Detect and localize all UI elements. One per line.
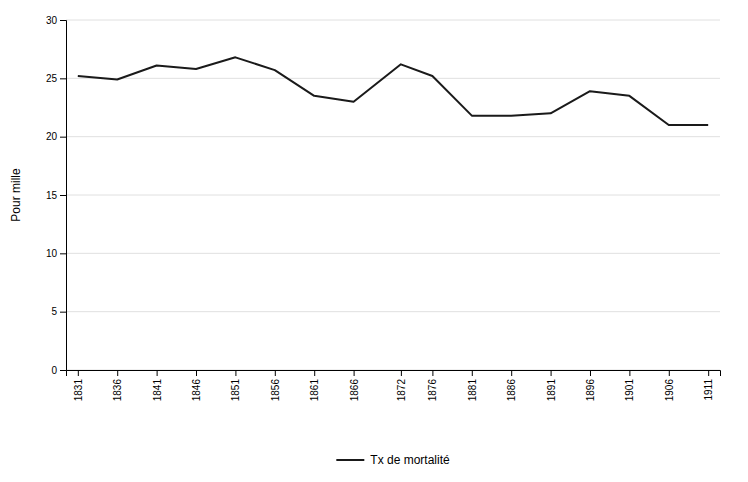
x-tick-label: 1896 xyxy=(585,379,596,402)
x-tick-mark xyxy=(401,370,402,376)
y-tick: 10 xyxy=(46,248,66,259)
y-tick-mark xyxy=(60,78,66,79)
x-tick-label: 1846 xyxy=(191,379,202,402)
x-tick: 1891 xyxy=(546,370,557,401)
x-tick-mark xyxy=(157,370,158,376)
y-tick: 15 xyxy=(46,190,66,201)
x-tick: 1906 xyxy=(664,370,675,401)
y-tick: 5 xyxy=(51,306,66,317)
x-tick-label: 1866 xyxy=(349,379,360,402)
x-tick: 1896 xyxy=(585,370,596,401)
line xyxy=(78,57,708,125)
x-tick-mark xyxy=(235,370,236,376)
legend-item: Tx de mortalité xyxy=(336,453,450,467)
x-tick: 1856 xyxy=(270,370,281,401)
x-tick: 1886 xyxy=(506,370,517,401)
x-tick-label: 1872 xyxy=(396,379,407,402)
x-tick-mark xyxy=(78,370,79,376)
x-tick: 1866 xyxy=(349,370,360,401)
legend-swatch xyxy=(336,459,364,461)
grid xyxy=(66,20,720,370)
x-tick-label: 1861 xyxy=(309,379,320,402)
x-tick: 1841 xyxy=(152,370,163,401)
legend: Tx de mortalité xyxy=(336,453,450,467)
y-tick: 20 xyxy=(46,131,66,142)
x-tick-mark xyxy=(432,370,433,376)
x-tick-label: 1841 xyxy=(152,379,163,402)
y-tick-label: 20 xyxy=(46,131,58,142)
y-tick-mark xyxy=(60,253,66,254)
x-tick: 1851 xyxy=(230,370,241,401)
plot: 1831 1836 1841 1846 1851 1856 1861 1866 1872 1876… xyxy=(9,15,721,402)
x-axis: 1831 1836 1841 1846 1851 1856 1861 1866 1872 1876… xyxy=(67,370,721,401)
y-tick-mark xyxy=(60,370,66,371)
x-tick-mark xyxy=(708,370,709,376)
y-tick: 30 xyxy=(46,15,66,26)
x-tick-mark xyxy=(275,370,276,376)
grid-line xyxy=(66,78,720,79)
x-tick-label: 1901 xyxy=(624,379,635,402)
x-tick: 1836 xyxy=(112,370,123,401)
x-tick-mark xyxy=(314,370,315,376)
x-axis-line xyxy=(67,371,721,377)
x-tick-mark xyxy=(551,370,552,376)
y-tick-label: 10 xyxy=(46,248,58,259)
x-tick-label: 1831 xyxy=(73,379,84,402)
y-tick-label: 25 xyxy=(46,73,58,84)
y-tick-mark xyxy=(60,20,66,21)
grid-line xyxy=(66,311,720,312)
y-axis: 0 5 10 15 20 25 30 xyxy=(46,15,67,376)
x-tick-label: 1851 xyxy=(230,379,241,402)
x-tick-mark xyxy=(511,370,512,376)
y-tick-label: 30 xyxy=(46,15,58,26)
grid-line xyxy=(66,195,720,196)
x-tick-label: 1886 xyxy=(506,379,517,402)
grid-line xyxy=(66,253,720,254)
x-tick-label: 1836 xyxy=(112,379,123,402)
x-tick-label: 1906 xyxy=(664,379,675,402)
y-tick-mark xyxy=(60,137,66,138)
grid-line xyxy=(66,136,720,137)
x-tick-label: 1876 xyxy=(427,379,438,402)
x-tick-mark xyxy=(117,370,118,376)
x-tick: 1876 xyxy=(427,370,438,401)
x-tick-label: 1911 xyxy=(703,379,714,401)
x-tick: 1831 xyxy=(73,370,84,401)
x-tick: 1861 xyxy=(309,370,320,401)
y-tick: 25 xyxy=(46,73,66,84)
x-tick-label: 1856 xyxy=(270,379,281,402)
grid-line xyxy=(66,20,720,21)
marks xyxy=(78,57,708,125)
y-tick-mark xyxy=(60,195,66,196)
y-tick: 0 xyxy=(51,365,66,376)
legend-label: Tx de mortalité xyxy=(370,453,450,467)
y-axis-line xyxy=(60,21,67,371)
y-tick-label: 5 xyxy=(51,306,57,317)
x-tick-mark xyxy=(472,370,473,376)
y-tick-label: 15 xyxy=(46,190,58,201)
x-tick-mark xyxy=(354,370,355,376)
x-tick-mark xyxy=(669,370,670,376)
y-tick-mark xyxy=(60,312,66,313)
chart: 1831 1836 1841 1846 1851 1856 1861 1866 1872 1876… xyxy=(0,0,748,482)
x-tick: 1846 xyxy=(191,370,202,401)
x-tick: 1872 xyxy=(396,370,407,401)
x-tick-mark xyxy=(590,370,591,376)
x-tick-label: 1881 xyxy=(467,379,478,402)
x-tick-label: 1891 xyxy=(546,379,557,402)
y-axis-title: Pour mille xyxy=(9,168,23,222)
y-tick-label: 0 xyxy=(51,365,57,376)
x-tick-mark xyxy=(629,370,630,376)
x-tick: 1911 xyxy=(703,370,714,401)
x-tick: 1881 xyxy=(467,370,478,401)
x-tick: 1901 xyxy=(624,370,635,401)
x-tick-mark xyxy=(196,370,197,376)
